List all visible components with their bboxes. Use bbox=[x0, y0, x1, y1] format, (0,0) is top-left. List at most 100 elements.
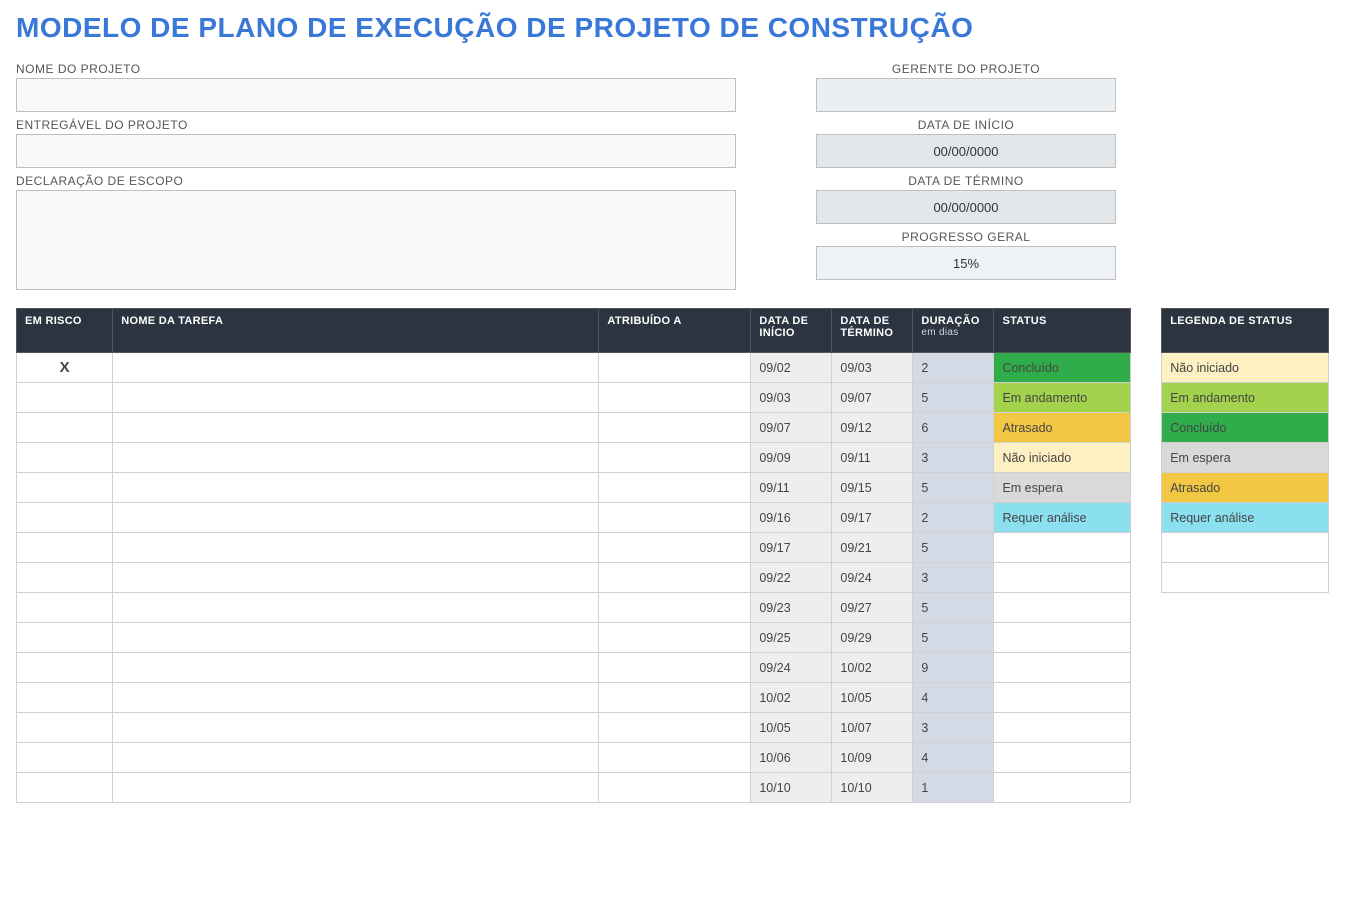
cell-start[interactable]: 09/09 bbox=[751, 443, 832, 473]
cell-assigned[interactable] bbox=[599, 743, 751, 773]
cell-assigned[interactable] bbox=[599, 353, 751, 383]
cell-risk[interactable] bbox=[17, 773, 113, 803]
cell-status[interactable]: Em espera bbox=[994, 473, 1131, 503]
cell-duration[interactable]: 5 bbox=[913, 383, 994, 413]
cell-duration[interactable]: 3 bbox=[913, 713, 994, 743]
cell-start[interactable]: 10/02 bbox=[751, 683, 832, 713]
input-deliverable[interactable] bbox=[16, 134, 736, 168]
cell-assigned[interactable] bbox=[599, 593, 751, 623]
cell-status[interactable] bbox=[994, 773, 1131, 803]
cell-risk[interactable] bbox=[17, 713, 113, 743]
cell-risk[interactable] bbox=[17, 623, 113, 653]
cell-task[interactable] bbox=[113, 413, 599, 443]
cell-status[interactable] bbox=[994, 743, 1131, 773]
cell-risk[interactable] bbox=[17, 533, 113, 563]
cell-risk[interactable] bbox=[17, 443, 113, 473]
cell-assigned[interactable] bbox=[599, 623, 751, 653]
cell-end[interactable]: 10/02 bbox=[832, 653, 913, 683]
cell-duration[interactable]: 1 bbox=[913, 773, 994, 803]
cell-duration[interactable]: 4 bbox=[913, 683, 994, 713]
cell-duration[interactable]: 6 bbox=[913, 413, 994, 443]
cell-duration[interactable]: 3 bbox=[913, 563, 994, 593]
cell-risk[interactable] bbox=[17, 653, 113, 683]
input-manager[interactable] bbox=[816, 78, 1116, 112]
input-start-date[interactable]: 00/00/0000 bbox=[816, 134, 1116, 168]
cell-risk[interactable]: X bbox=[17, 353, 113, 383]
cell-duration[interactable]: 2 bbox=[913, 353, 994, 383]
cell-task[interactable] bbox=[113, 593, 599, 623]
cell-duration[interactable]: 3 bbox=[913, 443, 994, 473]
cell-status[interactable] bbox=[994, 653, 1131, 683]
cell-end[interactable]: 10/09 bbox=[832, 743, 913, 773]
cell-duration[interactable]: 2 bbox=[913, 503, 994, 533]
cell-task[interactable] bbox=[113, 533, 599, 563]
cell-assigned[interactable] bbox=[599, 563, 751, 593]
cell-status[interactable] bbox=[994, 593, 1131, 623]
cell-start[interactable]: 10/10 bbox=[751, 773, 832, 803]
cell-start[interactable]: 09/17 bbox=[751, 533, 832, 563]
cell-assigned[interactable] bbox=[599, 773, 751, 803]
cell-start[interactable]: 09/22 bbox=[751, 563, 832, 593]
cell-end[interactable]: 09/15 bbox=[832, 473, 913, 503]
cell-start[interactable]: 10/05 bbox=[751, 713, 832, 743]
cell-assigned[interactable] bbox=[599, 443, 751, 473]
cell-end[interactable]: 10/05 bbox=[832, 683, 913, 713]
cell-status[interactable]: Em andamento bbox=[994, 383, 1131, 413]
cell-status[interactable]: Concluído bbox=[994, 353, 1131, 383]
cell-duration[interactable]: 5 bbox=[913, 533, 994, 563]
cell-end[interactable]: 09/24 bbox=[832, 563, 913, 593]
cell-status[interactable] bbox=[994, 713, 1131, 743]
input-scope[interactable] bbox=[16, 190, 736, 290]
cell-task[interactable] bbox=[113, 383, 599, 413]
cell-end[interactable]: 09/17 bbox=[832, 503, 913, 533]
cell-task[interactable] bbox=[113, 623, 599, 653]
cell-risk[interactable] bbox=[17, 593, 113, 623]
cell-risk[interactable] bbox=[17, 413, 113, 443]
cell-end[interactable]: 09/11 bbox=[832, 443, 913, 473]
cell-end[interactable]: 09/07 bbox=[832, 383, 913, 413]
cell-duration[interactable]: 5 bbox=[913, 623, 994, 653]
cell-end[interactable]: 09/03 bbox=[832, 353, 913, 383]
cell-start[interactable]: 09/02 bbox=[751, 353, 832, 383]
cell-status[interactable] bbox=[994, 563, 1131, 593]
cell-risk[interactable] bbox=[17, 563, 113, 593]
cell-start[interactable]: 09/25 bbox=[751, 623, 832, 653]
cell-duration[interactable]: 9 bbox=[913, 653, 994, 683]
cell-assigned[interactable] bbox=[599, 713, 751, 743]
cell-assigned[interactable] bbox=[599, 383, 751, 413]
cell-status[interactable] bbox=[994, 533, 1131, 563]
cell-start[interactable]: 10/06 bbox=[751, 743, 832, 773]
cell-status[interactable]: Atrasado bbox=[994, 413, 1131, 443]
cell-assigned[interactable] bbox=[599, 533, 751, 563]
cell-start[interactable]: 09/03 bbox=[751, 383, 832, 413]
cell-assigned[interactable] bbox=[599, 683, 751, 713]
cell-task[interactable] bbox=[113, 773, 599, 803]
cell-end[interactable]: 09/27 bbox=[832, 593, 913, 623]
cell-assigned[interactable] bbox=[599, 473, 751, 503]
cell-risk[interactable] bbox=[17, 473, 113, 503]
cell-task[interactable] bbox=[113, 713, 599, 743]
cell-start[interactable]: 09/24 bbox=[751, 653, 832, 683]
cell-end[interactable]: 09/21 bbox=[832, 533, 913, 563]
cell-end[interactable]: 09/12 bbox=[832, 413, 913, 443]
cell-task[interactable] bbox=[113, 683, 599, 713]
input-project-name[interactable] bbox=[16, 78, 736, 112]
cell-duration[interactable]: 4 bbox=[913, 743, 994, 773]
cell-duration[interactable]: 5 bbox=[913, 473, 994, 503]
cell-task[interactable] bbox=[113, 743, 599, 773]
cell-task[interactable] bbox=[113, 443, 599, 473]
cell-risk[interactable] bbox=[17, 743, 113, 773]
cell-end[interactable]: 09/29 bbox=[832, 623, 913, 653]
cell-status[interactable]: Requer análise bbox=[994, 503, 1131, 533]
cell-end[interactable]: 10/07 bbox=[832, 713, 913, 743]
cell-assigned[interactable] bbox=[599, 413, 751, 443]
cell-task[interactable] bbox=[113, 473, 599, 503]
cell-end[interactable]: 10/10 bbox=[832, 773, 913, 803]
cell-task[interactable] bbox=[113, 563, 599, 593]
input-end-date[interactable]: 00/00/0000 bbox=[816, 190, 1116, 224]
cell-status[interactable] bbox=[994, 623, 1131, 653]
cell-risk[interactable] bbox=[17, 683, 113, 713]
cell-task[interactable] bbox=[113, 653, 599, 683]
cell-duration[interactable]: 5 bbox=[913, 593, 994, 623]
cell-start[interactable]: 09/11 bbox=[751, 473, 832, 503]
